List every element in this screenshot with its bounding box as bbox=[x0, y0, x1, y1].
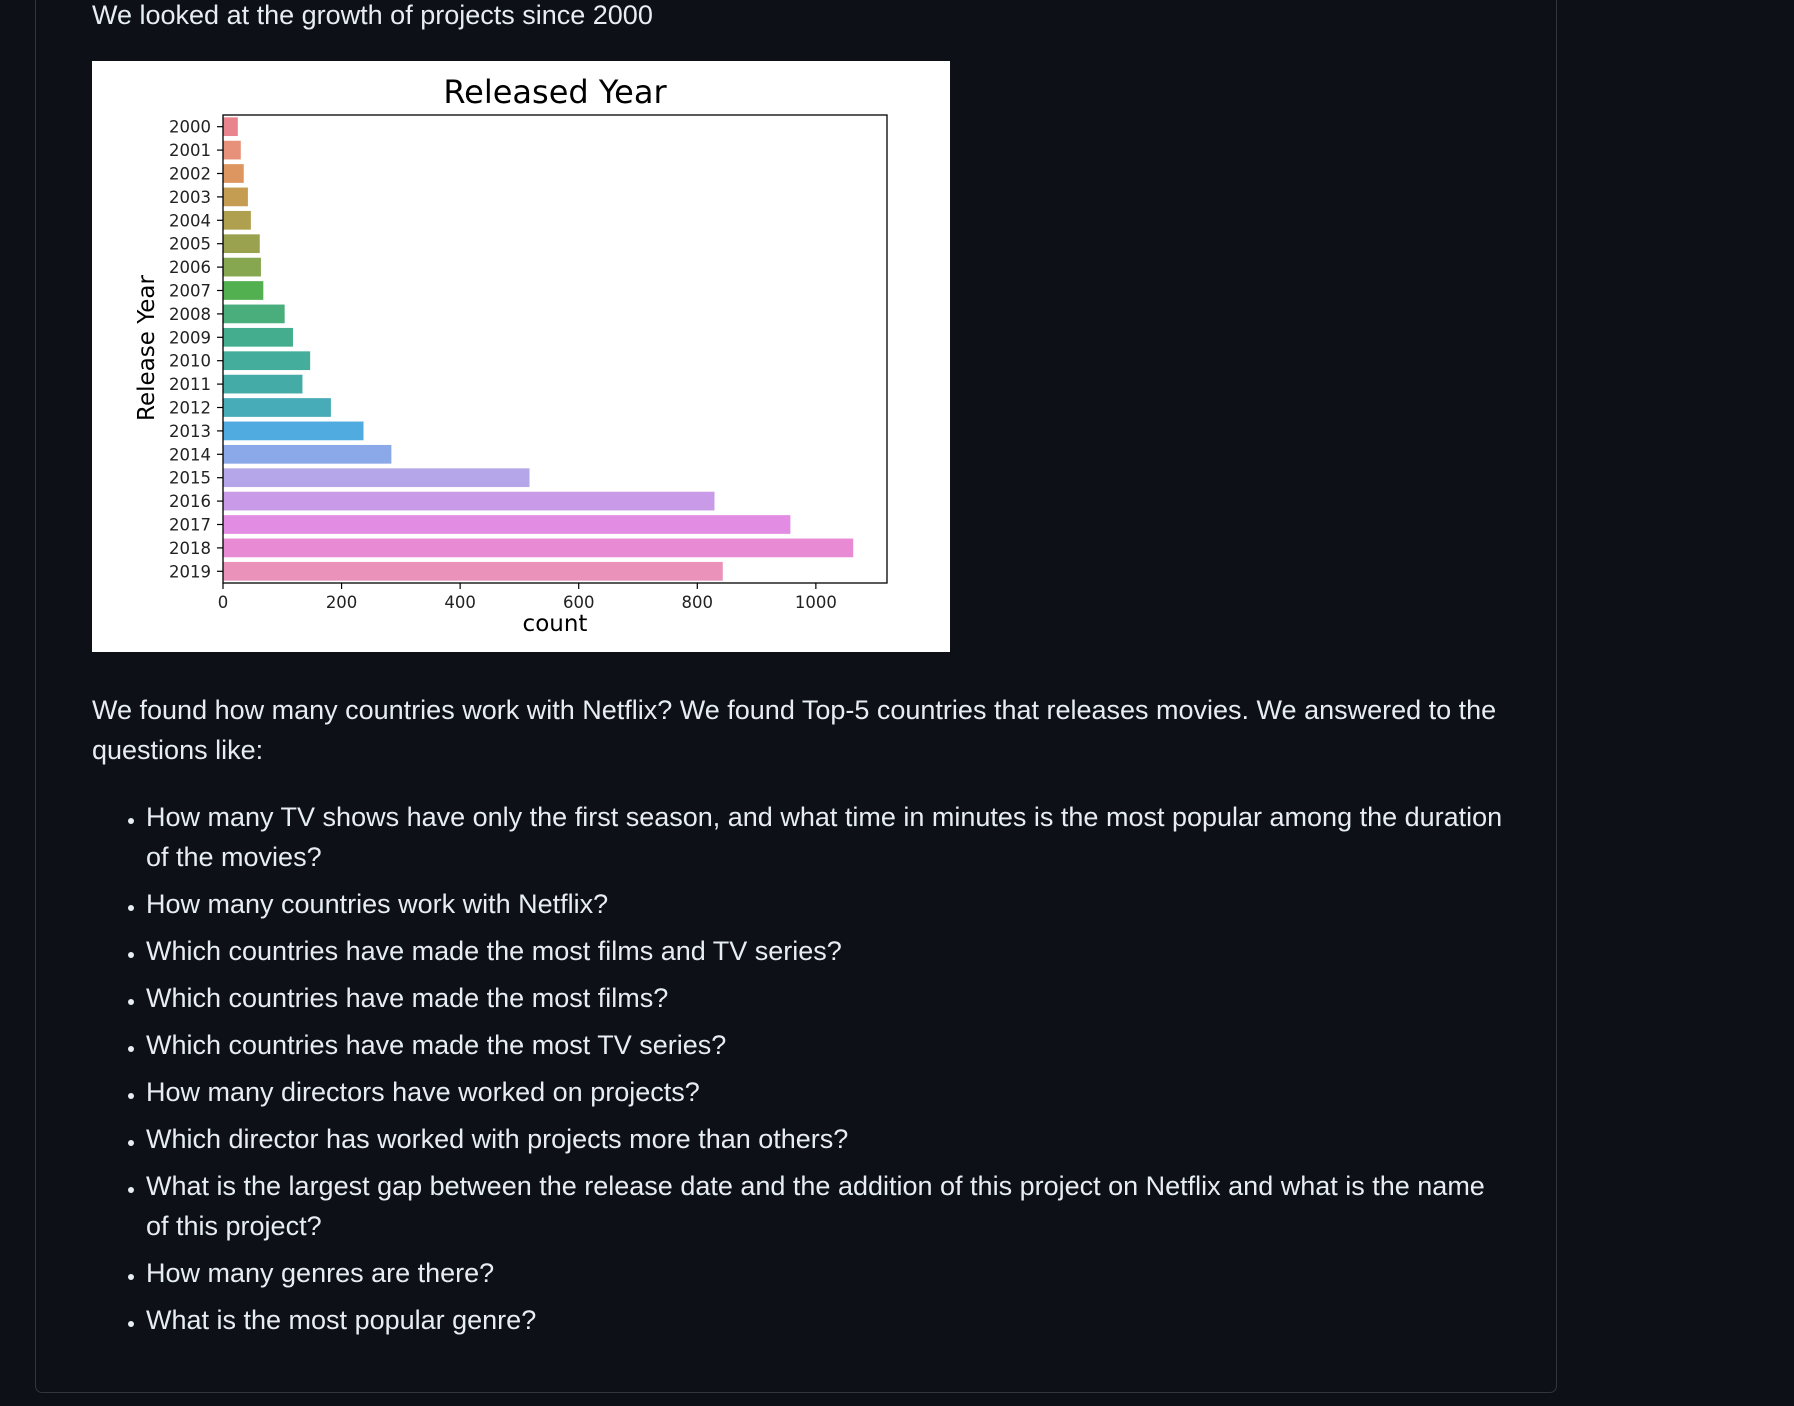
y-tick-label: 2009 bbox=[169, 328, 211, 347]
bar-2009 bbox=[223, 327, 293, 347]
bar-2002 bbox=[223, 164, 244, 183]
bar-2000 bbox=[223, 117, 238, 137]
y-axis-label: Release Year bbox=[134, 275, 160, 421]
question-item: What is the most popular genre? bbox=[146, 1300, 1512, 1340]
bar-2014 bbox=[223, 444, 392, 464]
chart-title: Released Year bbox=[443, 73, 667, 111]
question-item: Which countries have made the most films… bbox=[146, 931, 1512, 971]
summary-paragraph: We found how many countries work with Ne… bbox=[92, 695, 1497, 765]
y-tick-label: 2011 bbox=[169, 375, 211, 394]
bar-2017 bbox=[223, 515, 791, 534]
bar-2016 bbox=[223, 491, 715, 511]
bar-2003 bbox=[223, 187, 248, 207]
x-tick-label: 0 bbox=[218, 593, 229, 612]
y-tick-label: 2012 bbox=[169, 399, 211, 418]
y-tick-label: 2001 bbox=[169, 141, 211, 160]
bar-2011 bbox=[223, 374, 303, 394]
bar-2012 bbox=[223, 398, 331, 417]
y-tick-label: 2006 bbox=[169, 258, 211, 277]
bar-2013 bbox=[223, 421, 364, 441]
x-tick-label: 800 bbox=[682, 593, 714, 612]
plot-area: 2000200120022003200420052006200720082009… bbox=[169, 114, 888, 612]
question-item: Which director has worked with projects … bbox=[146, 1119, 1512, 1159]
y-tick-label: 2003 bbox=[169, 188, 211, 207]
bar-2008 bbox=[223, 304, 285, 324]
y-tick-label: 2017 bbox=[169, 516, 211, 535]
y-tick-label: 2010 bbox=[169, 352, 211, 371]
intro-paragraph: We looked at the growth of projects sinc… bbox=[92, 0, 653, 30]
bar-2019 bbox=[223, 561, 723, 581]
bar-2007 bbox=[223, 281, 264, 300]
x-tick-label: 200 bbox=[326, 593, 358, 612]
y-tick-label: 2007 bbox=[169, 282, 211, 301]
question-item: How many genres are there? bbox=[146, 1253, 1512, 1293]
y-tick-label: 2008 bbox=[169, 305, 211, 324]
y-tick-label: 2015 bbox=[169, 469, 211, 488]
x-tick-label: 1000 bbox=[795, 593, 837, 612]
bar-2001 bbox=[223, 140, 241, 160]
y-tick-label: 2018 bbox=[169, 539, 211, 558]
y-tick-label: 2004 bbox=[169, 211, 211, 230]
x-tick-label: 600 bbox=[563, 593, 595, 612]
bar-2015 bbox=[223, 468, 530, 488]
plot-frame bbox=[222, 114, 888, 584]
bar-2018 bbox=[223, 538, 854, 558]
y-tick-label: 2000 bbox=[169, 118, 211, 137]
y-tick-label: 2013 bbox=[169, 422, 211, 441]
chart-canvas: Released Year Release Year count 2000200… bbox=[134, 73, 888, 637]
y-tick-label: 2016 bbox=[169, 492, 211, 511]
bar-2006 bbox=[223, 257, 261, 277]
x-tick-label: 400 bbox=[444, 593, 476, 612]
y-tick-label: 2014 bbox=[169, 445, 211, 464]
question-item: What is the largest gap between the rele… bbox=[146, 1166, 1512, 1246]
bar-2010 bbox=[223, 351, 311, 371]
y-tick-label: 2005 bbox=[169, 235, 211, 254]
y-tick-label: 2002 bbox=[169, 165, 211, 184]
question-item: Which countries have made the most TV se… bbox=[146, 1025, 1512, 1065]
y-tick-label: 2019 bbox=[169, 562, 211, 581]
bar-2004 bbox=[223, 210, 251, 230]
question-item: How many countries work with Netflix? bbox=[146, 884, 1512, 924]
released-year-chart: Released Year Release Year count 2000 200… bbox=[92, 61, 950, 652]
question-item: How many directors have worked on projec… bbox=[146, 1072, 1512, 1112]
bar-2005 bbox=[223, 234, 260, 254]
question-item: Which countries have made the most films… bbox=[146, 978, 1512, 1018]
questions-list: How many TV shows have only the first se… bbox=[92, 797, 1512, 1347]
question-item: How many TV shows have only the first se… bbox=[146, 797, 1512, 877]
x-axis-label: count bbox=[523, 611, 588, 637]
